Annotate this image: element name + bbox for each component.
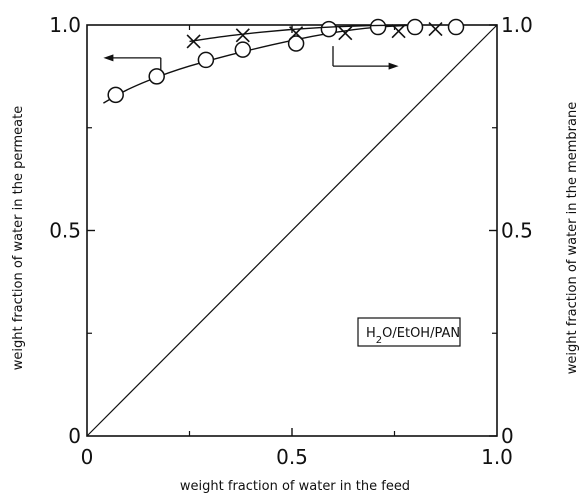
- legend-box: H2O/EtOH/PAN: [357, 317, 461, 347]
- permeate-data-point: [406, 18, 424, 36]
- permeate-data-point: [107, 86, 124, 104]
- permeate-data-point: [197, 51, 215, 69]
- cross-stroke: [289, 26, 304, 41]
- plot-layer: 0 0.5 1.000.51.000.51.0: [49, 13, 533, 469]
- left-y-axis-label: weight fraction of water in the permeate: [11, 106, 26, 370]
- y-left-tick-label: 0: [68, 424, 81, 448]
- y-right-tick-label: 0.5: [501, 219, 533, 243]
- right-y-axis-label: weight fraction of water in the membrane: [565, 102, 580, 374]
- legend-text-part: H: [366, 326, 376, 341]
- x-tick-label: 0: [81, 445, 94, 469]
- permeate-data-point: [369, 18, 387, 36]
- permeate-data-point: [234, 41, 252, 58]
- cross-stroke: [428, 22, 443, 37]
- left-axis-arrow: [103, 54, 162, 70]
- x-tick-label: 1.0: [481, 445, 513, 469]
- x-tick-label: 0.5: [276, 445, 308, 469]
- legend-subscript: 2: [376, 335, 382, 346]
- membrane-data-point: [235, 28, 250, 43]
- membrane-data-point: [289, 26, 304, 41]
- arrow-head: [103, 54, 114, 62]
- permeate-data-point: [287, 35, 305, 52]
- diagonal-reference-line: [86, 24, 498, 437]
- legend-label: H2O/EtOH/PAN: [366, 326, 460, 346]
- membrane-data-point: [338, 26, 353, 41]
- y-right-tick-label: 0: [501, 424, 514, 448]
- y-right-tick-label: 1.0: [501, 13, 533, 37]
- permeate-fit-curve: [103, 24, 416, 104]
- membrane-fit-curve: [189, 24, 407, 43]
- y-left-tick-label: 1.0: [49, 13, 81, 37]
- cross-stroke: [235, 28, 250, 43]
- membrane-data-point: [391, 24, 406, 39]
- cross-stroke: [186, 34, 201, 49]
- permeate-data-point: [320, 20, 338, 38]
- membrane-data-point: [428, 22, 443, 37]
- permeate-data-point: [148, 68, 165, 85]
- arrow-head: [388, 62, 399, 70]
- cross-stroke: [338, 26, 353, 41]
- legend-frame: [357, 317, 461, 347]
- cross-stroke: [391, 24, 406, 39]
- y-left-tick-label: 0.5: [49, 219, 81, 243]
- x-axis-label: weight fraction of water in the feed: [180, 479, 410, 494]
- right-axis-arrow: [332, 46, 399, 70]
- membrane-data-point: [186, 34, 201, 49]
- permeate-data-point: [447, 18, 465, 36]
- legend-text-part: O/EtOH/PAN: [382, 326, 460, 341]
